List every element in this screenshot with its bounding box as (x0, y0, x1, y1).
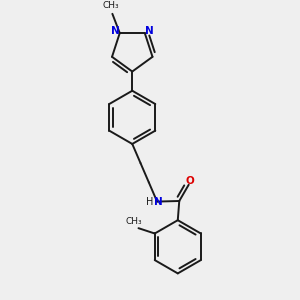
Text: O: O (185, 176, 194, 186)
Text: N: N (145, 26, 153, 36)
Text: CH₃: CH₃ (126, 217, 142, 226)
Text: CH₃: CH₃ (103, 1, 119, 10)
Text: N: N (111, 26, 120, 36)
Text: N: N (154, 196, 163, 207)
Text: H: H (146, 197, 153, 207)
